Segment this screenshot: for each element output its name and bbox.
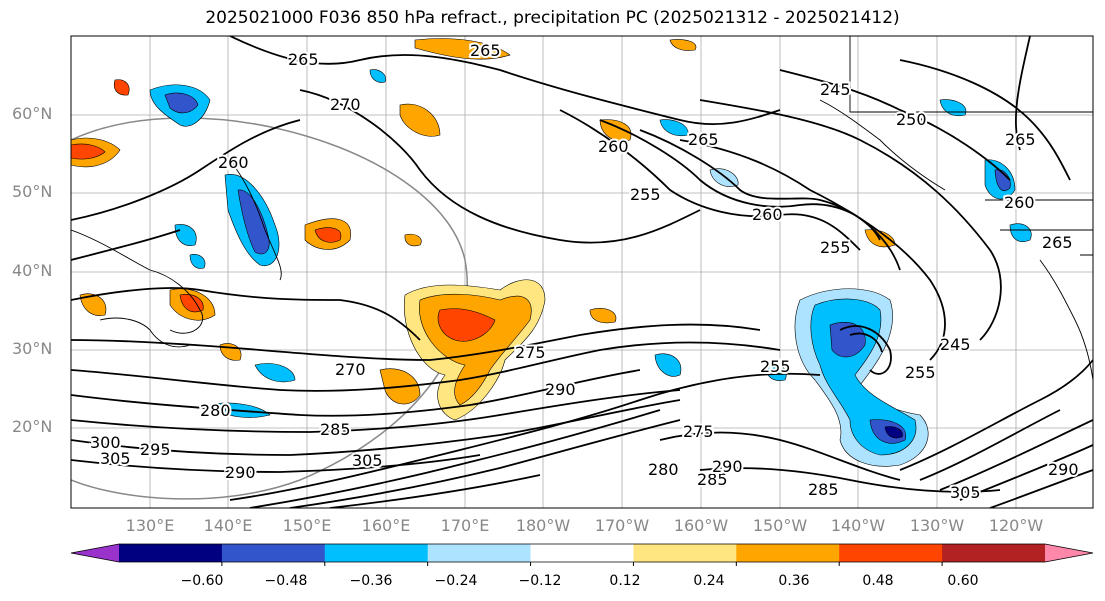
contour-label: 260 [218,153,249,172]
lon-label: 180°W [515,516,571,535]
precip-positive [71,38,896,421]
contour-label: 265 [1005,130,1036,149]
colorbar-segment [427,544,532,562]
colorbar-tick-label: 0.36 [778,573,810,589]
contour-label: 305 [100,449,131,468]
colorbar-segment [942,544,1046,562]
contour-label: 270 [335,360,366,379]
colorbar-segment [633,544,737,562]
contour-label: 255 [630,185,661,204]
map-frame [70,35,1094,509]
colorbar-tick-label: −0.24 [434,573,478,589]
contour-label: 260 [598,137,629,156]
lon-label: 160°W [673,516,729,535]
contour-label: 265 [470,41,501,60]
lon-label: 140°W [830,516,886,535]
contour-label: 270 [330,95,361,114]
colorbar-tick-label: −0.48 [264,573,308,589]
contour-label: 305 [352,451,383,470]
contour-label: 290 [712,457,743,476]
contour-label: 290 [225,463,256,482]
lon-label: 170°W [594,516,650,535]
contour-label: 300 [90,433,121,452]
contour-label: 265 [288,50,319,69]
colorbar-extend-high [1045,544,1093,562]
colorbar-segment [839,544,943,562]
contour-label: 275 [683,422,714,441]
lat-label: 60°N [12,104,53,123]
colorbar-segment [324,544,429,562]
colorbar-tick-label: 0.48 [862,573,894,589]
contour-labels: 265 265 270 260 255 260 265 245 250 265 … [88,39,1081,504]
colorbar-extend-low [71,544,119,562]
contour-label: 260 [752,205,783,224]
contour-label: 250 [896,110,927,129]
contour-label: 255 [760,357,791,376]
contour-label: 305 [950,483,981,502]
coastlines [71,36,1093,381]
contour-label: 255 [820,238,851,257]
contour-label: 255 [905,363,936,382]
contour-label: 285 [320,420,351,439]
colorbar-segment [530,544,634,562]
lat-label: 20°N [12,417,53,436]
contour-label: 275 [515,343,546,362]
colorbar [70,543,1094,566]
lon-label: 130°E [125,516,175,535]
contour-label: 295 [140,440,171,459]
contour-label: 245 [940,335,971,354]
lon-label: 120°W [988,516,1044,535]
colorbar-tick-label: 0.24 [693,573,725,589]
lon-label: 170°E [440,516,490,535]
lon-label: 140°E [203,516,253,535]
contour-label: 290 [545,380,576,399]
contour-label: 285 [697,470,728,489]
colorbar-tick-label: −0.60 [180,573,224,589]
colorbar-tick-label: −0.12 [518,573,562,589]
colorbar-segment [119,544,223,562]
lon-label: 130°W [909,516,965,535]
contour-label: 285 [808,480,839,499]
colorbar-tick-label: −0.36 [349,573,393,589]
refractivity-contours [71,36,1093,508]
map-title: 2025021000 F036 850 hPa refract., precip… [205,8,900,28]
colorbar-outline [70,543,1094,563]
contour-label: 280 [200,401,231,420]
contour-label: 260 [1004,193,1035,212]
lat-label: 30°N [12,339,53,358]
colorbar-tick-label: 0.60 [947,573,979,589]
contour-label: 280 [648,460,679,479]
lat-label: 40°N [12,261,53,280]
contour-label: 265 [688,130,719,149]
colorbar-tick-label: 0.12 [609,573,641,589]
lon-label: 150°W [752,516,808,535]
contour-label: 290 [1048,460,1079,479]
lat-label: 50°N [12,182,53,201]
colorbar-segment [221,544,326,562]
colorbar-segment [736,544,840,562]
map-content: 265 265 270 260 255 260 265 245 250 265 … [71,36,1093,508]
lon-label: 160°E [361,516,411,535]
lon-label: 150°E [282,516,332,535]
contour-label: 245 [820,80,851,99]
contour-label: 265 [1042,233,1073,252]
